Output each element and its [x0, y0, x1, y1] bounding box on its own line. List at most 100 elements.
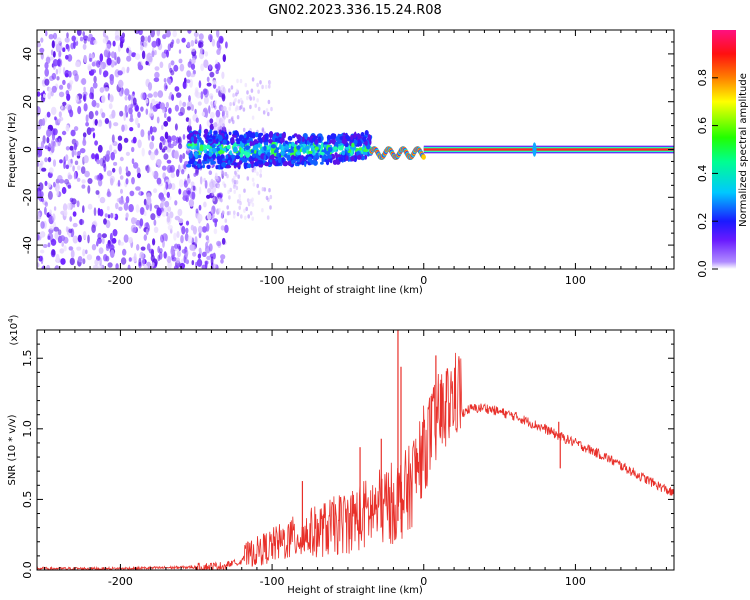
- signal-cell: [270, 144, 277, 149]
- noise-cell: [112, 40, 116, 47]
- noise-cell: [215, 175, 218, 180]
- noise-cell: [66, 93, 71, 102]
- noise-cell: [41, 167, 47, 172]
- noise-cell: [153, 77, 160, 83]
- noise-cell: [95, 190, 100, 195]
- signal-cell: [250, 132, 256, 139]
- noise-cell: [150, 152, 156, 161]
- noise-cell: [51, 85, 57, 93]
- signal-cell: [247, 163, 252, 169]
- signal-cell: [353, 155, 358, 163]
- snr-ticks: -200 -100 0 100 0.0 0.5 1.0 1.5: [21, 330, 674, 588]
- noise-cell: [140, 92, 146, 100]
- noise-cell: [106, 170, 113, 177]
- noise-cell: [48, 167, 54, 174]
- noise-cell: [195, 117, 199, 123]
- signal-cell: [356, 154, 362, 160]
- noise-cell: [92, 132, 96, 139]
- noise-cell: [77, 234, 82, 243]
- signal-cell: [196, 145, 200, 151]
- noise-cell: [192, 251, 197, 257]
- noise-cell: [185, 117, 190, 122]
- noise-cell: [84, 170, 90, 178]
- noise-cell: [262, 110, 266, 115]
- noise-cell: [109, 232, 113, 242]
- noise-cell: [145, 108, 149, 115]
- noise-cell: [46, 264, 51, 269]
- noise-cell: [237, 99, 241, 104]
- noise-cell: [106, 57, 112, 66]
- noise-cell: [257, 89, 260, 94]
- noise-cell: [252, 182, 256, 187]
- noise-cell: [59, 248, 65, 254]
- noise-cell: [192, 185, 196, 191]
- noise-cell: [217, 184, 220, 189]
- noise-cell: [147, 82, 153, 91]
- noise-cell: [166, 49, 169, 58]
- signal-cell: [216, 138, 219, 144]
- signal-cell: [226, 144, 231, 150]
- noise-cell: [159, 142, 163, 151]
- signal-cell: [288, 143, 292, 148]
- noise-cell: [259, 168, 263, 174]
- signal-cell: [243, 157, 248, 164]
- signal-cell: [197, 158, 202, 164]
- noise-cell: [75, 95, 80, 103]
- noise-cell: [174, 200, 178, 206]
- noise-cell: [109, 94, 114, 103]
- noise-cell: [178, 218, 184, 224]
- signal-cell: [321, 136, 324, 141]
- signal-cell: [228, 131, 232, 136]
- noise-cell: [115, 202, 119, 210]
- noise-cell: [153, 219, 157, 226]
- signal-cell: [275, 132, 280, 137]
- signal-cell: [189, 151, 193, 159]
- noise-cell: [97, 144, 103, 153]
- noise-cell: [266, 215, 270, 220]
- noise-cell: [136, 244, 140, 251]
- noise-cell: [246, 176, 250, 181]
- noise-cell: [187, 30, 192, 34]
- noise-cell: [154, 50, 157, 56]
- y-tick-label: 0.5: [21, 491, 34, 509]
- noise-cell: [56, 76, 60, 81]
- noise-cell: [251, 77, 255, 82]
- signal-cell: [263, 154, 266, 160]
- noise-cell: [143, 234, 147, 241]
- noise-cell: [186, 187, 192, 195]
- signal-cell: [291, 141, 295, 147]
- signal-cell: [251, 164, 254, 169]
- noise-cell: [247, 214, 250, 219]
- noise-cell: [96, 159, 101, 165]
- noise-cell: [83, 155, 89, 164]
- signal-cell: [333, 146, 338, 150]
- noise-cell: [87, 178, 93, 184]
- noise-cell: [42, 118, 46, 126]
- noise-cell: [135, 105, 140, 112]
- noise-cell: [141, 147, 145, 157]
- noise-cell: [110, 212, 114, 219]
- snr-multiplier-exp: 4: [7, 318, 15, 323]
- noise-cell: [126, 55, 132, 62]
- signal-cell: [203, 128, 209, 135]
- noise-cell: [146, 196, 152, 206]
- signal-cell: [209, 133, 213, 139]
- noise-cell: [99, 196, 106, 204]
- noise-cell: [206, 194, 211, 199]
- signal-cell: [240, 148, 245, 154]
- noise-cell: [174, 104, 179, 112]
- noise-cell: [197, 253, 202, 259]
- noise-cell: [209, 111, 215, 119]
- signal-cell: [307, 150, 313, 154]
- noise-cell: [188, 95, 191, 102]
- noise-cell: [71, 149, 75, 158]
- noise-cell: [46, 136, 50, 144]
- signal-cell: [196, 133, 200, 140]
- noise-cell: [76, 246, 82, 251]
- noise-cell: [246, 90, 249, 95]
- noise-cell: [147, 93, 153, 98]
- signal-cell: [193, 139, 198, 144]
- noise-cell: [268, 80, 272, 85]
- noise-cell: [206, 222, 210, 232]
- noise-cell: [125, 212, 129, 219]
